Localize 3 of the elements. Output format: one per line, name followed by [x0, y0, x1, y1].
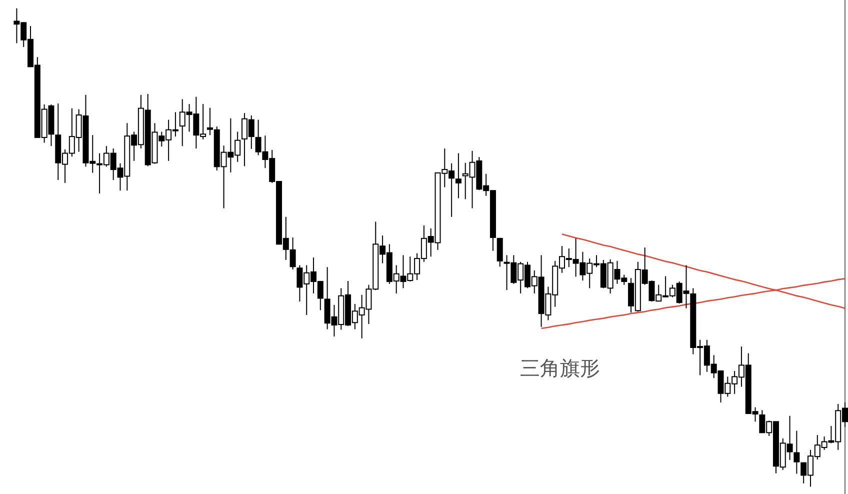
annotation: 三角旗形 — [520, 356, 600, 380]
candlestick — [455, 152, 462, 199]
candlestick — [496, 237, 503, 268]
